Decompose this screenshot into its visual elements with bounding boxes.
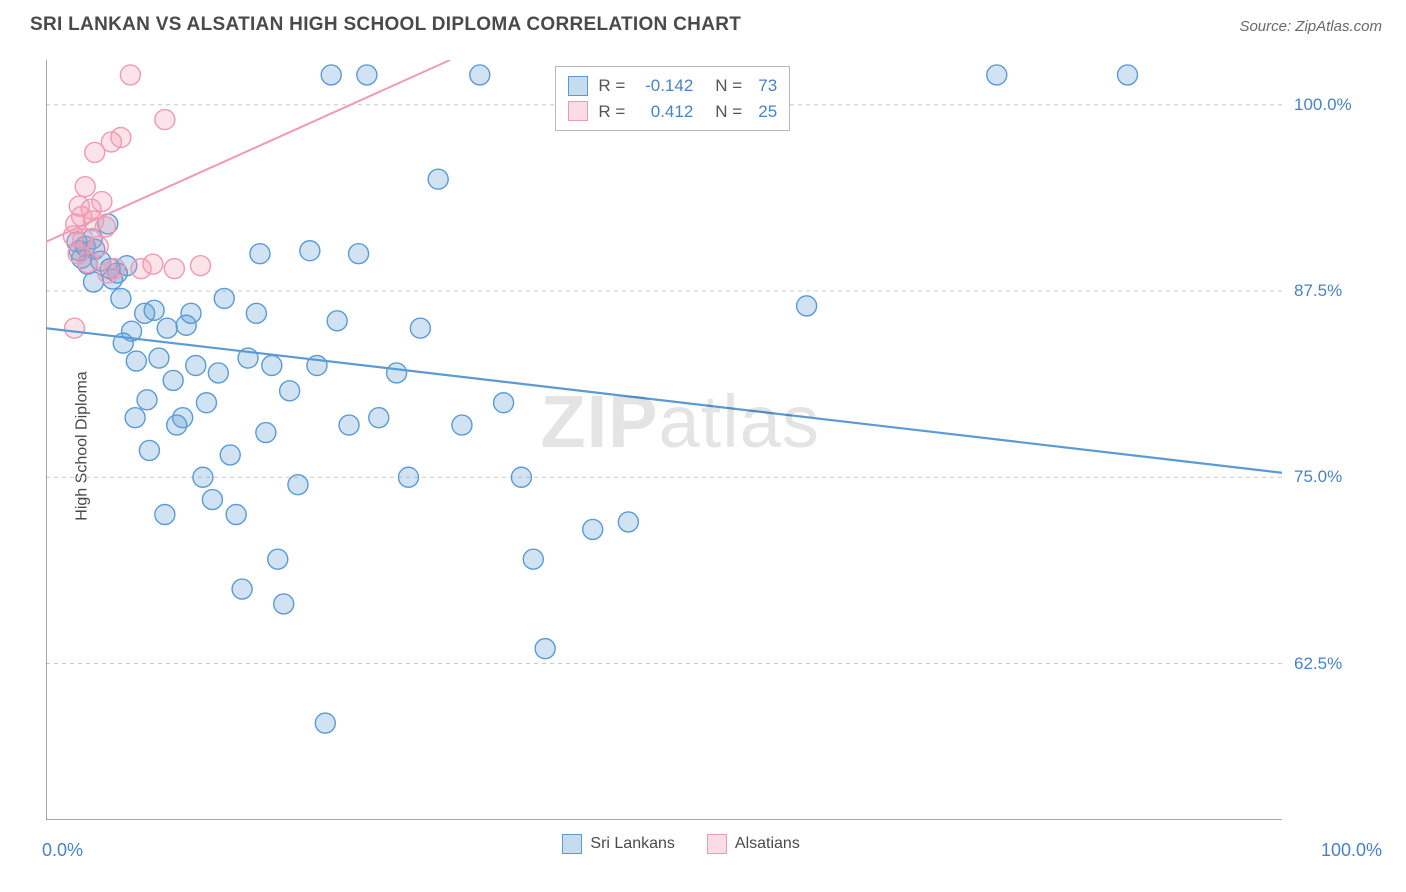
stat-swatch (568, 101, 588, 121)
chart-title: SRI LANKAN VS ALSATIAN HIGH SCHOOL DIPLO… (30, 14, 741, 36)
y-tick-label: 100.0% (1294, 95, 1352, 115)
stat-n-value: 73 (758, 73, 777, 99)
legend-swatch (707, 834, 727, 854)
stat-row: R = -0.142 N = 73 (568, 73, 777, 99)
y-tick-label: 87.5% (1294, 281, 1342, 301)
legend-item: Alsatians (707, 834, 800, 854)
x-axis-max-label: 100.0% (1321, 840, 1382, 861)
stat-r-value: -0.142 (635, 73, 693, 99)
x-axis-min-label: 0.0% (42, 840, 83, 861)
stat-n-label: N = (715, 99, 742, 125)
y-tick-label: 62.5% (1294, 654, 1342, 674)
y-tick-label: 75.0% (1294, 467, 1342, 487)
source-attribution: Source: ZipAtlas.com (1239, 18, 1382, 35)
chart-container: SRI LANKAN VS ALSATIAN HIGH SCHOOL DIPLO… (0, 0, 1406, 892)
legend-item: Sri Lankans (562, 834, 675, 854)
stat-r-value: 0.412 (635, 99, 693, 125)
legend-label: Alsatians (735, 835, 800, 853)
legend-swatch (562, 834, 582, 854)
stat-row: R = 0.412 N = 25 (568, 99, 777, 125)
legend-label: Sri Lankans (590, 835, 675, 853)
stat-n-label: N = (715, 73, 742, 99)
stat-swatch (568, 76, 588, 96)
correlation-stats-box: R = -0.142 N = 73 R = 0.412 N = 25 (555, 66, 790, 131)
stat-r-label: R = (598, 99, 625, 125)
series-legend: Sri Lankans Alsatians (562, 834, 799, 854)
stat-n-value: 25 (758, 99, 777, 125)
stat-r-label: R = (598, 73, 625, 99)
plot-area (46, 60, 1282, 820)
